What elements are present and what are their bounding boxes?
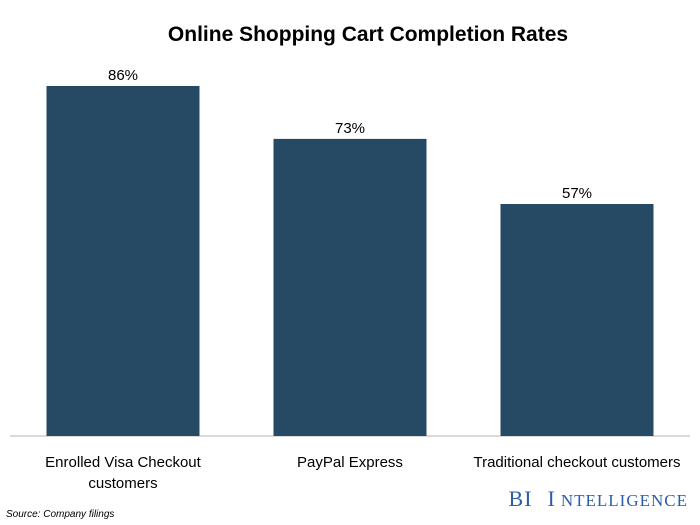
brand-intelligence-initial: I — [548, 486, 556, 511]
bar-0 — [46, 85, 200, 436]
category-label-2: Traditional checkout customers — [473, 454, 680, 471]
bars-group — [46, 85, 654, 436]
bar-1 — [273, 138, 427, 436]
category-labels-group: Enrolled Visa Checkout customers PayPal Ex… — [45, 454, 680, 492]
category-label-1: PayPal Express — [297, 454, 403, 471]
category-label-2-line-0: Traditional checkout customers — [473, 454, 680, 471]
brand-intelligence-rest: NTELLIGENCE — [561, 491, 688, 510]
category-label-0: Enrolled Visa Checkout customers — [45, 454, 201, 492]
value-labels-group: 86% 73% 57% — [108, 67, 592, 202]
value-label-0: 86% — [108, 67, 138, 84]
category-label-0-line-1: customers — [88, 475, 157, 492]
category-label-0-line-0: Enrolled Visa Checkout — [45, 454, 201, 471]
brand-bi: BI — [509, 486, 533, 511]
value-label-1: 73% — [335, 120, 365, 137]
bar-2 — [500, 204, 654, 436]
brand-logo: BI I NTELLIGENCE — [509, 486, 688, 511]
source-note: Source: Company filings — [6, 509, 114, 520]
category-label-1-line-0: PayPal Express — [297, 454, 403, 471]
value-label-2: 57% — [562, 185, 592, 202]
chart-title: Online Shopping Cart Completion Rates — [168, 23, 568, 46]
svg-text:BI I NTELLIGENCE: BI I NTELLIGENCE — [509, 486, 688, 511]
